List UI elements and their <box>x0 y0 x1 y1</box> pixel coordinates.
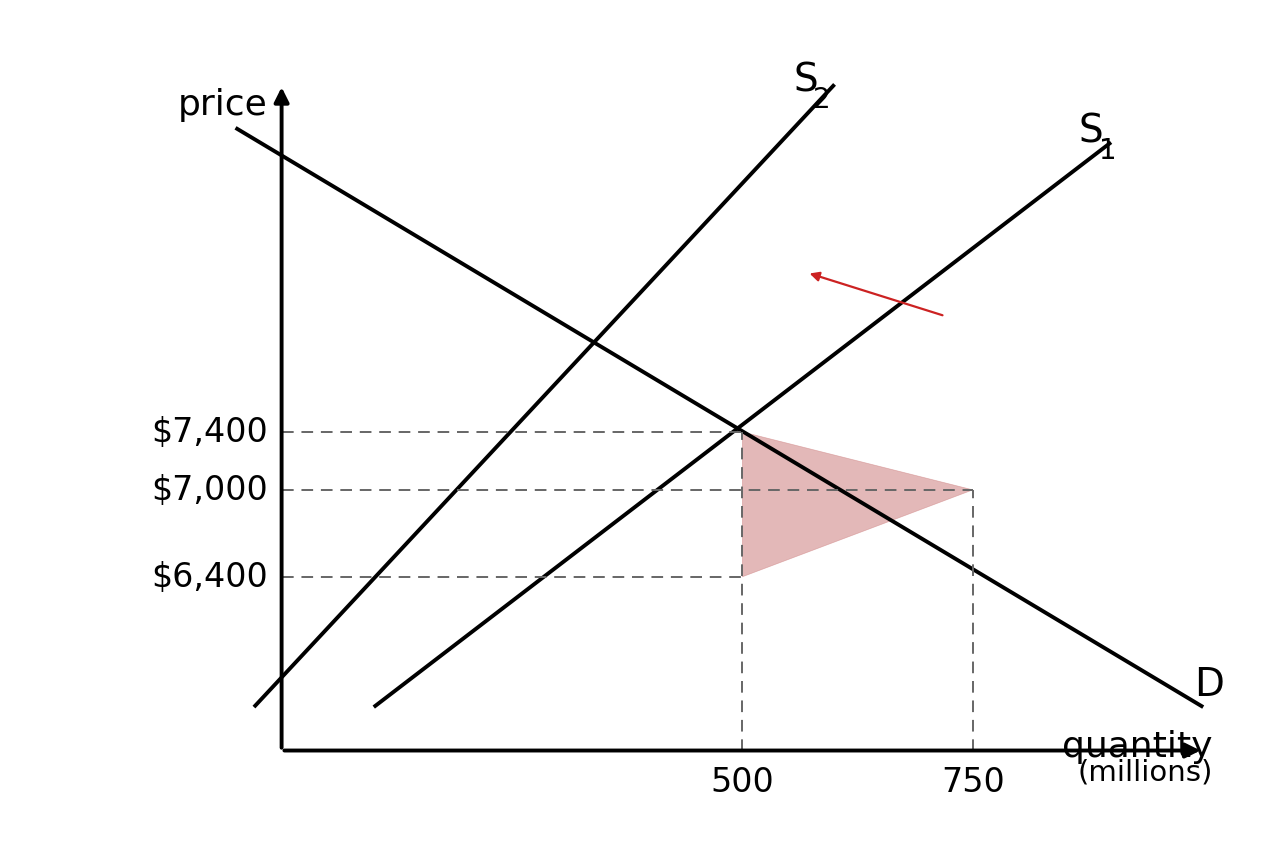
Text: 1: 1 <box>1100 136 1116 165</box>
Text: 750: 750 <box>941 765 1005 798</box>
Text: 2: 2 <box>813 86 831 114</box>
Text: price: price <box>178 88 268 122</box>
Text: D: D <box>1194 665 1224 703</box>
Text: quantity: quantity <box>1062 729 1212 763</box>
Text: $7,400: $7,400 <box>151 416 268 449</box>
Text: 500: 500 <box>710 765 774 798</box>
Text: $7,000: $7,000 <box>151 473 268 507</box>
Text: $6,400: $6,400 <box>151 560 268 594</box>
Text: (millions): (millions) <box>1076 757 1212 786</box>
Polygon shape <box>742 432 973 577</box>
Text: S: S <box>794 61 818 100</box>
Text: S: S <box>1079 113 1103 150</box>
